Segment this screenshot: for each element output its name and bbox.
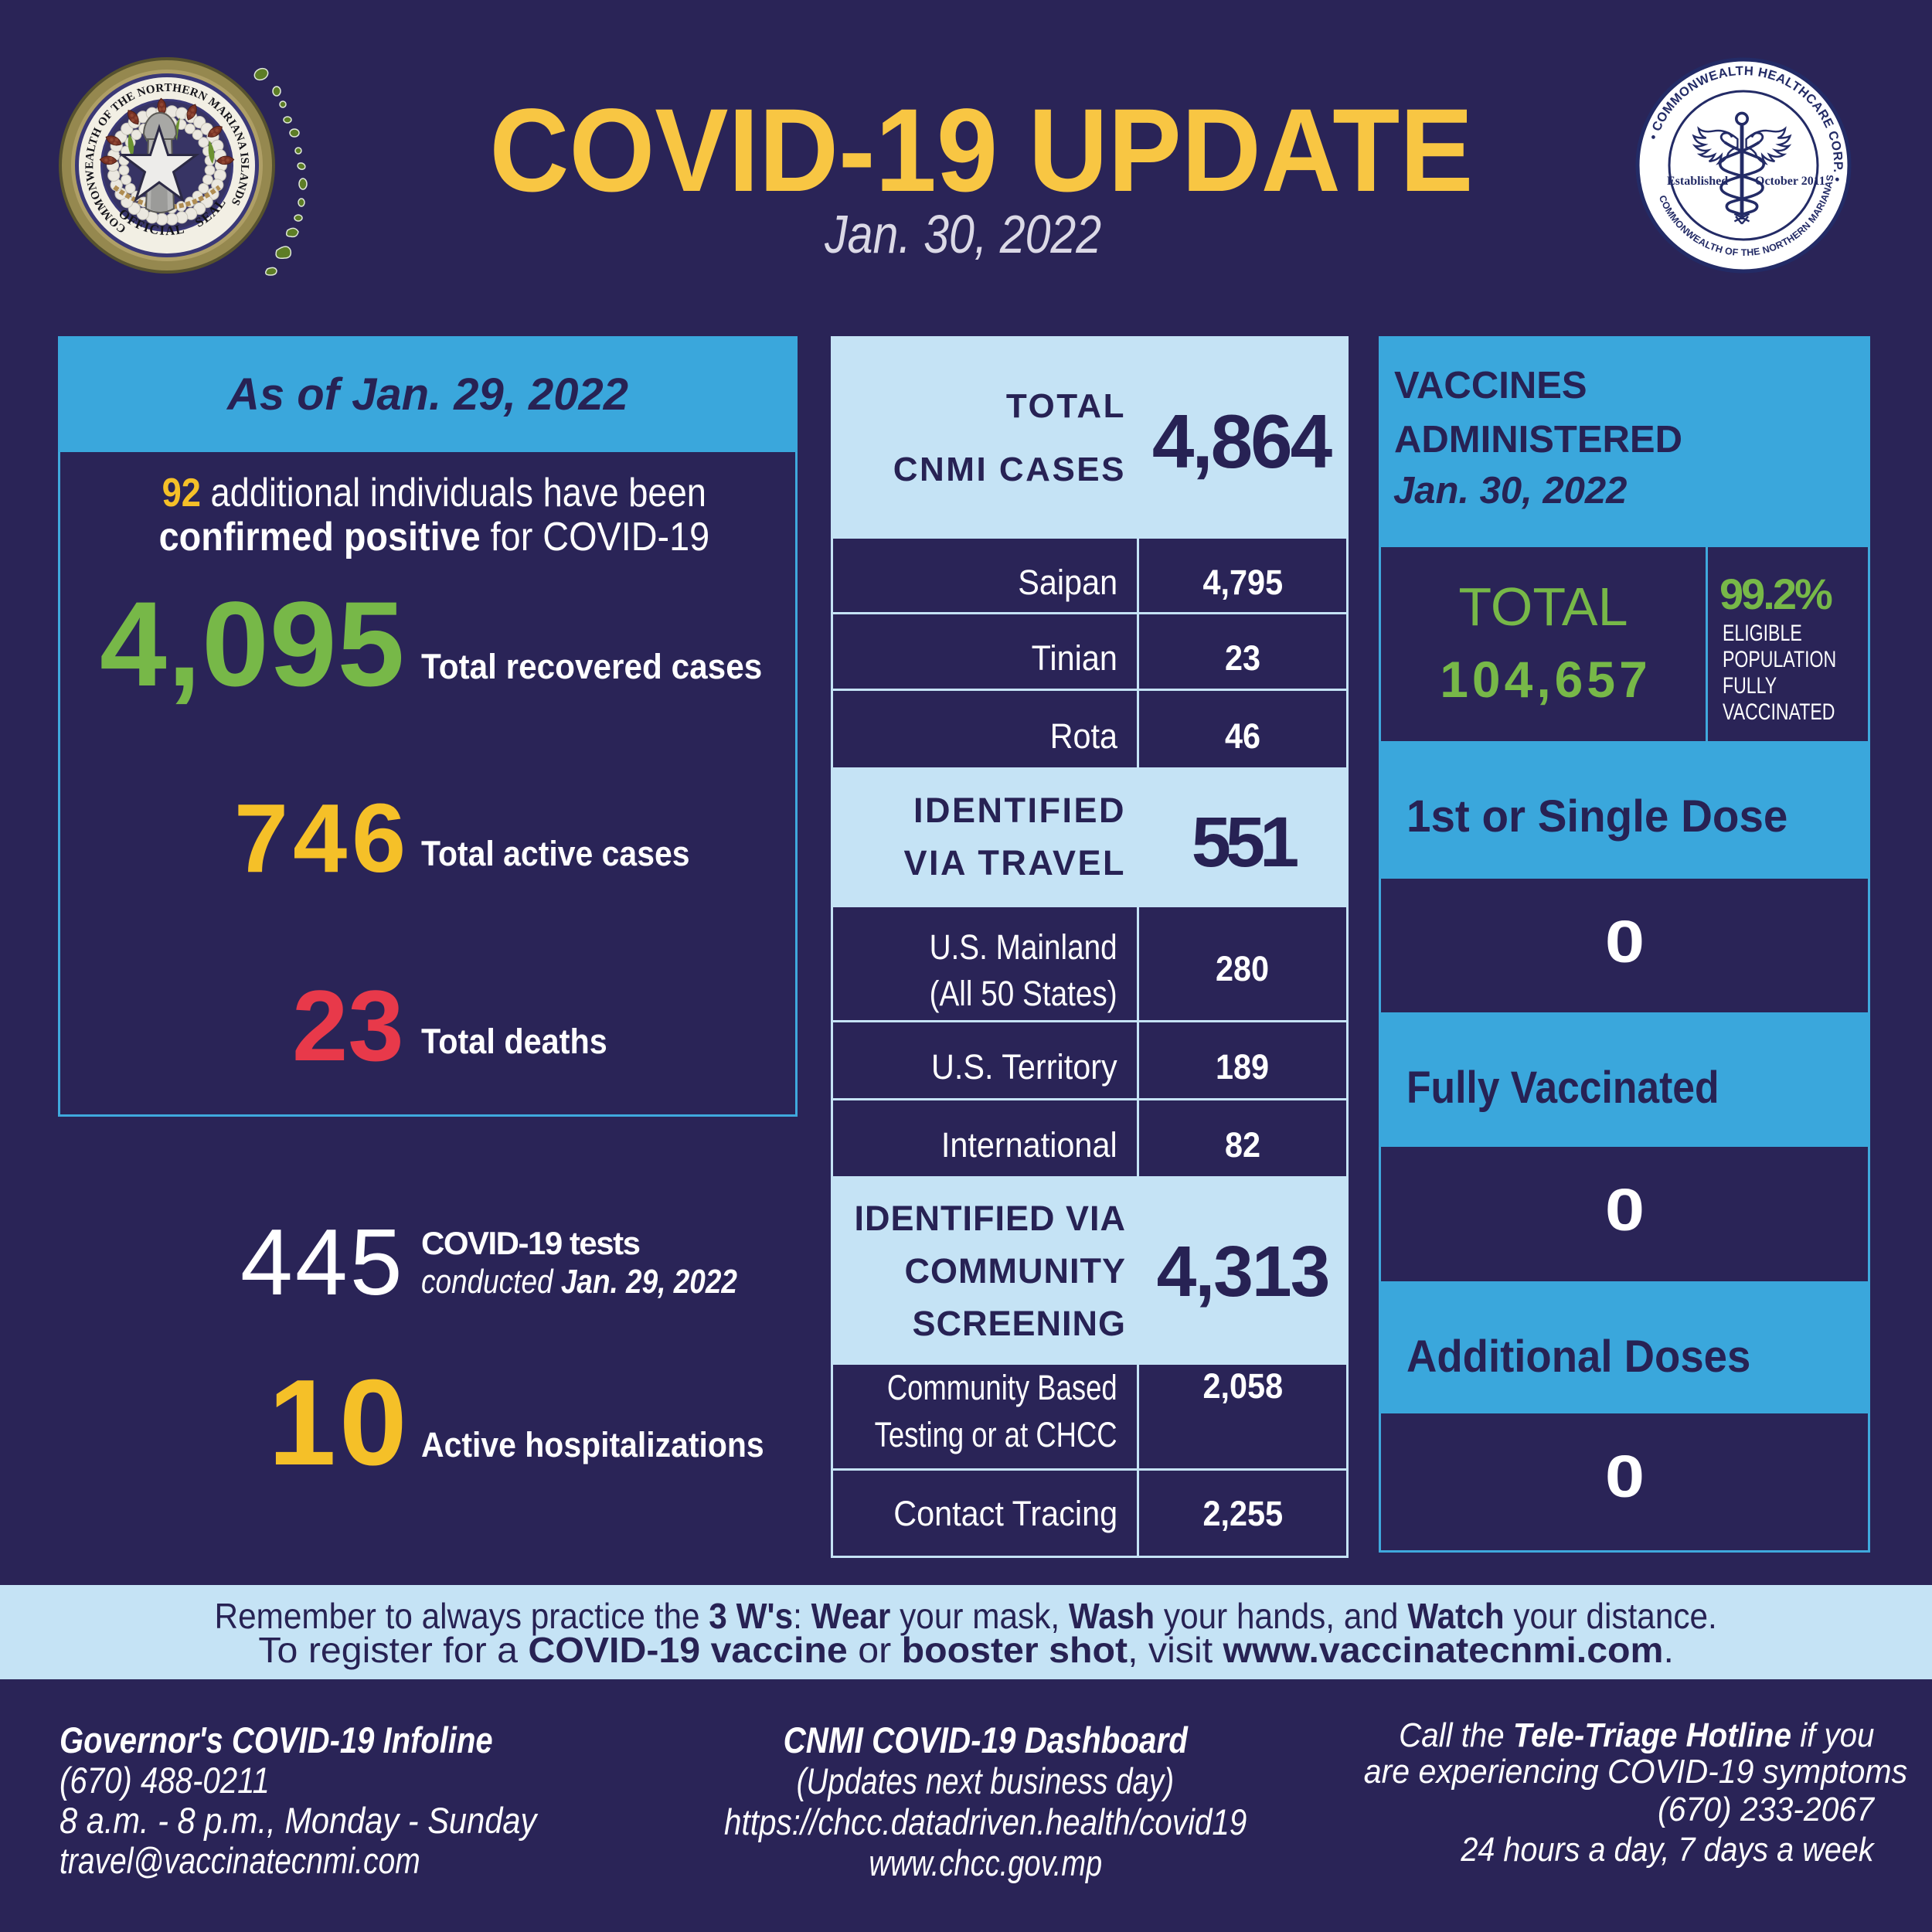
svg-text:Established: Established [1667, 175, 1728, 188]
svg-text:October 2011: October 2011 [1755, 175, 1825, 188]
